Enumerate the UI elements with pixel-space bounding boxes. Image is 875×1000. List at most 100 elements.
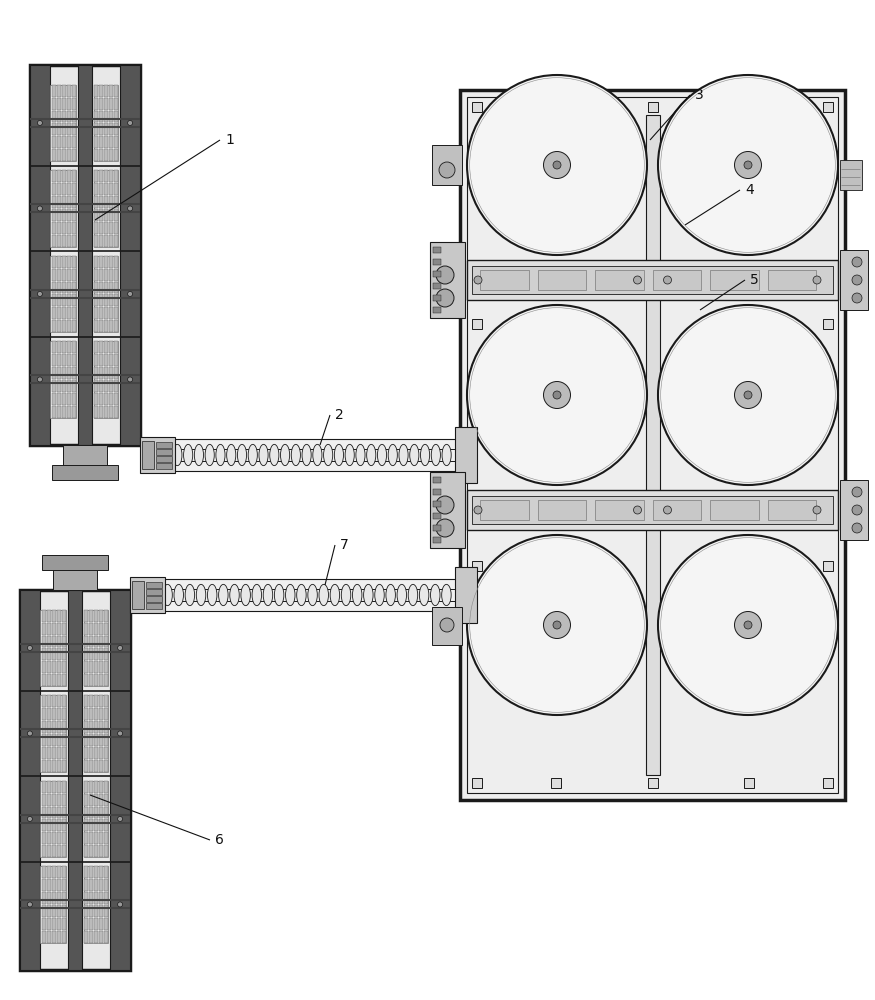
Bar — [57, 341, 61, 353]
Bar — [47, 674, 51, 686]
Bar — [62, 708, 66, 720]
Bar — [62, 760, 66, 772]
Bar — [104, 866, 108, 878]
Bar — [94, 354, 98, 366]
Bar — [537, 500, 586, 520]
Bar — [104, 256, 108, 268]
Bar — [840, 250, 868, 310]
Bar — [653, 500, 702, 520]
Bar — [72, 149, 76, 161]
Bar — [62, 170, 66, 182]
Bar — [62, 845, 66, 857]
Ellipse shape — [205, 444, 214, 466]
Bar — [67, 123, 71, 135]
Bar — [62, 149, 66, 161]
Bar — [52, 294, 56, 306]
Ellipse shape — [216, 444, 225, 466]
Bar — [99, 931, 102, 943]
Bar — [108, 85, 113, 97]
Circle shape — [27, 902, 32, 907]
Bar — [114, 256, 118, 268]
Circle shape — [813, 276, 821, 284]
Bar — [94, 734, 98, 746]
Bar — [42, 794, 46, 806]
Bar — [104, 196, 108, 208]
Bar — [472, 102, 482, 112]
Bar — [62, 734, 66, 746]
Circle shape — [744, 621, 752, 629]
Bar — [744, 102, 753, 112]
Bar — [72, 235, 76, 247]
Bar — [94, 294, 98, 306]
Bar — [62, 610, 66, 622]
Bar — [47, 832, 51, 844]
Bar — [653, 270, 702, 290]
Bar — [114, 98, 118, 110]
Bar — [62, 661, 66, 673]
Bar — [84, 708, 88, 720]
Bar — [50, 341, 76, 418]
Bar — [72, 354, 76, 366]
Circle shape — [27, 731, 32, 736]
Bar — [433, 537, 441, 543]
Bar — [72, 269, 76, 281]
Bar — [108, 170, 113, 182]
Bar — [104, 610, 108, 622]
Bar — [99, 393, 103, 405]
Bar — [84, 747, 88, 759]
Bar — [62, 879, 66, 891]
Bar — [108, 136, 113, 148]
Bar — [57, 98, 61, 110]
Bar — [47, 695, 51, 707]
Ellipse shape — [163, 584, 172, 606]
Bar — [94, 136, 98, 148]
Bar — [94, 866, 98, 878]
Bar — [94, 918, 98, 930]
Bar — [62, 674, 66, 686]
Bar — [67, 170, 71, 182]
Bar — [99, 111, 103, 122]
Bar — [62, 794, 66, 806]
Bar — [47, 760, 51, 772]
Bar — [72, 123, 76, 135]
Bar — [108, 380, 113, 392]
Bar — [99, 196, 103, 208]
Bar — [108, 111, 113, 122]
Bar — [99, 674, 102, 686]
Bar — [57, 931, 61, 943]
Bar — [89, 734, 93, 746]
Bar — [47, 819, 51, 831]
Bar — [42, 623, 46, 635]
Bar — [52, 648, 56, 660]
Bar — [104, 393, 108, 405]
Bar — [84, 648, 88, 660]
Bar — [94, 85, 117, 161]
Bar — [50, 85, 76, 161]
Bar — [62, 282, 66, 293]
Bar — [104, 832, 108, 844]
Bar — [104, 209, 108, 221]
Ellipse shape — [312, 444, 322, 466]
Bar — [84, 734, 88, 746]
Bar — [114, 341, 118, 353]
Bar — [104, 406, 108, 418]
Bar — [94, 674, 98, 686]
Bar — [94, 661, 98, 673]
Bar — [114, 196, 118, 208]
Bar — [67, 354, 71, 366]
Bar — [67, 85, 71, 97]
Bar — [52, 183, 56, 195]
Bar — [433, 295, 441, 301]
Circle shape — [474, 276, 482, 284]
Ellipse shape — [174, 584, 184, 606]
Bar — [84, 721, 88, 733]
Bar — [47, 845, 51, 857]
Ellipse shape — [241, 584, 250, 606]
Bar — [104, 85, 108, 97]
Bar — [108, 98, 113, 110]
Bar — [42, 695, 46, 707]
Bar — [108, 406, 113, 418]
Circle shape — [852, 275, 862, 285]
Bar — [94, 794, 98, 806]
Bar — [57, 256, 61, 268]
